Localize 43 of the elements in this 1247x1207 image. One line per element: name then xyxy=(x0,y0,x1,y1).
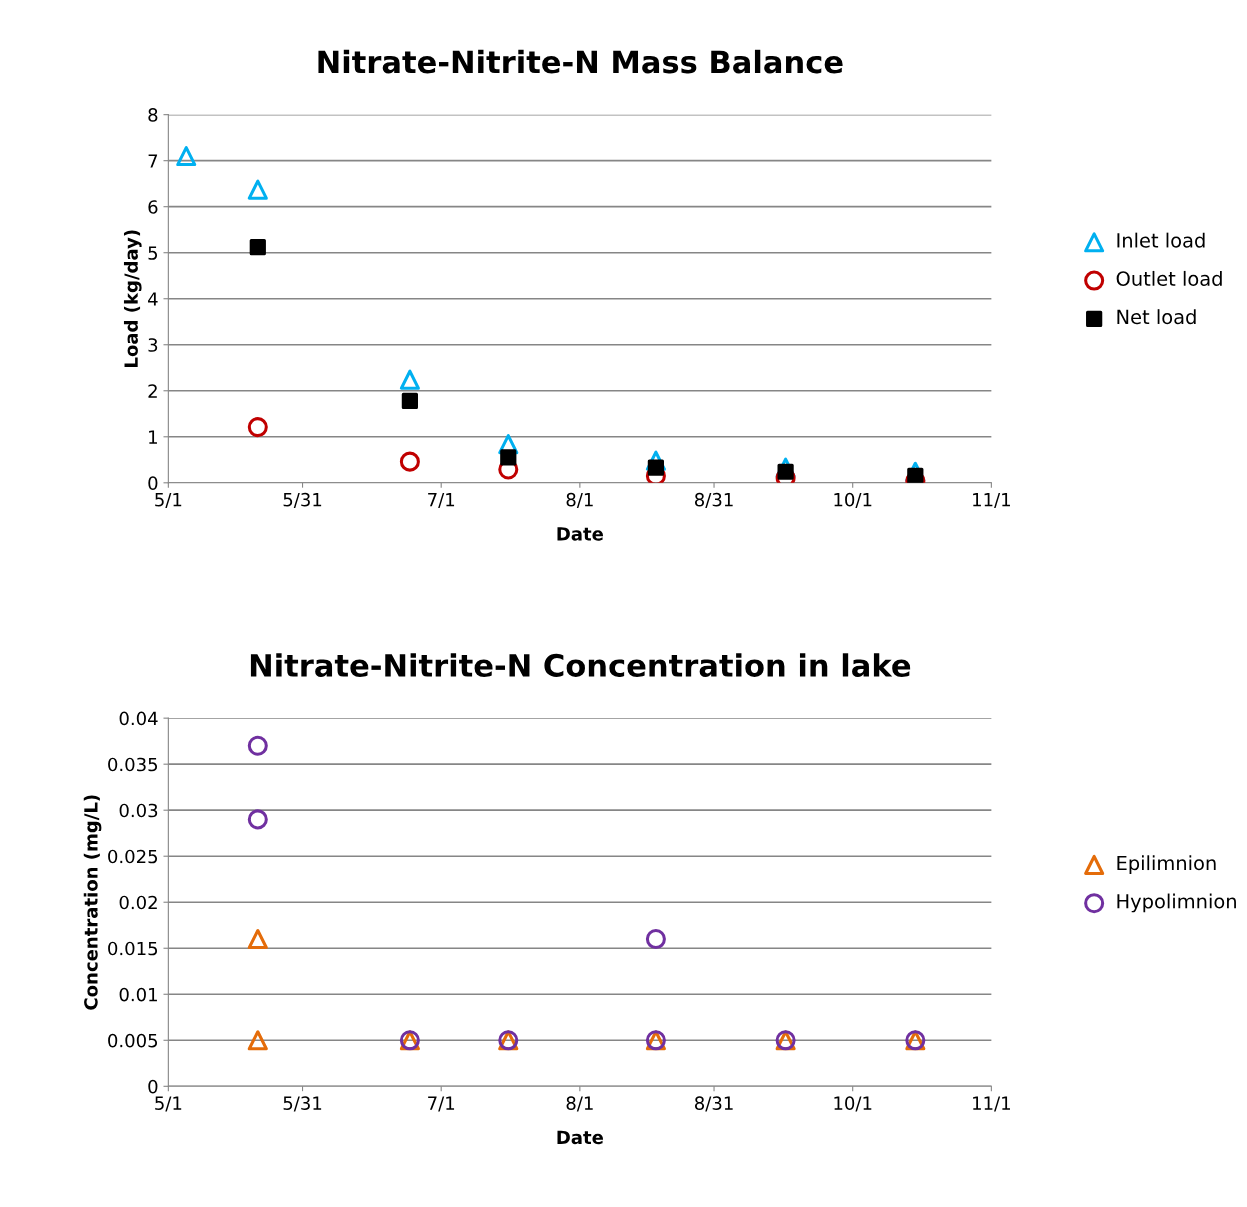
y-tick-label: 3 xyxy=(148,338,158,352)
y-tick-label: 5 xyxy=(148,246,158,260)
x-tick-label: 8/1 xyxy=(566,492,593,508)
x-tick-label: 11/1 xyxy=(973,1096,1010,1112)
x-tick-label: 5/1 xyxy=(155,493,182,508)
x-tick-label: 5/1 xyxy=(155,1096,182,1112)
y-tick-label: 6 xyxy=(148,200,158,214)
y-tick-label: 0 xyxy=(148,1079,158,1094)
legend-label: Inlet load xyxy=(1117,232,1205,248)
x-tick-label: 8/1 xyxy=(566,1096,593,1112)
x-axis-title: Date xyxy=(557,527,603,541)
x-tick-label: 10/1 xyxy=(834,1096,872,1112)
x-axis-title: Date xyxy=(557,1130,603,1145)
x-tick-label: 8/31 xyxy=(694,492,733,508)
y-tick-label: 0.01 xyxy=(119,987,157,1002)
legend-label: Net load xyxy=(1117,309,1196,325)
y-tick-label: 4 xyxy=(148,292,158,306)
x-tick-label: 11/1 xyxy=(973,493,1010,508)
y-tick-label: 0.025 xyxy=(108,849,158,864)
y-tick-label: 8 xyxy=(148,108,158,122)
y-tick-label: 0.005 xyxy=(108,1033,158,1048)
y-tick-label: 0.04 xyxy=(119,711,158,726)
y-tick-label: 0.035 xyxy=(108,757,158,772)
y-axis-title: Load (kg/day) xyxy=(123,230,142,367)
x-tick-label: 5/31 xyxy=(283,1096,322,1112)
y-tick-label: 0 xyxy=(148,476,158,490)
x-tick-label: 10/1 xyxy=(834,492,872,508)
y-tick-label: 0.02 xyxy=(119,895,157,910)
x-tick-label: 7/1 xyxy=(428,493,455,508)
legend-label: Epilimnion xyxy=(1117,855,1216,875)
y-tick-label: 0.015 xyxy=(108,941,158,956)
y-tick-label: 1 xyxy=(149,430,157,444)
y-tick-label: 2 xyxy=(148,384,157,398)
x-tick-label: 5/31 xyxy=(283,492,322,508)
y-tick-label: 0.03 xyxy=(119,803,158,818)
x-tick-label: 7/1 xyxy=(428,1096,455,1112)
legend-label: Hypolimnion xyxy=(1117,893,1236,913)
y-tick-label: 7 xyxy=(148,154,158,168)
x-tick-label: 8/31 xyxy=(694,1096,733,1112)
chart-title: Nitrate-Nitrite-N Mass Balance xyxy=(318,49,843,74)
chart-title: Nitrate-Nitrite-N Concentration in lake xyxy=(250,653,911,677)
y-axis-title: Concentration (mg/L) xyxy=(83,795,102,1010)
legend-label: Outlet load xyxy=(1116,270,1222,286)
